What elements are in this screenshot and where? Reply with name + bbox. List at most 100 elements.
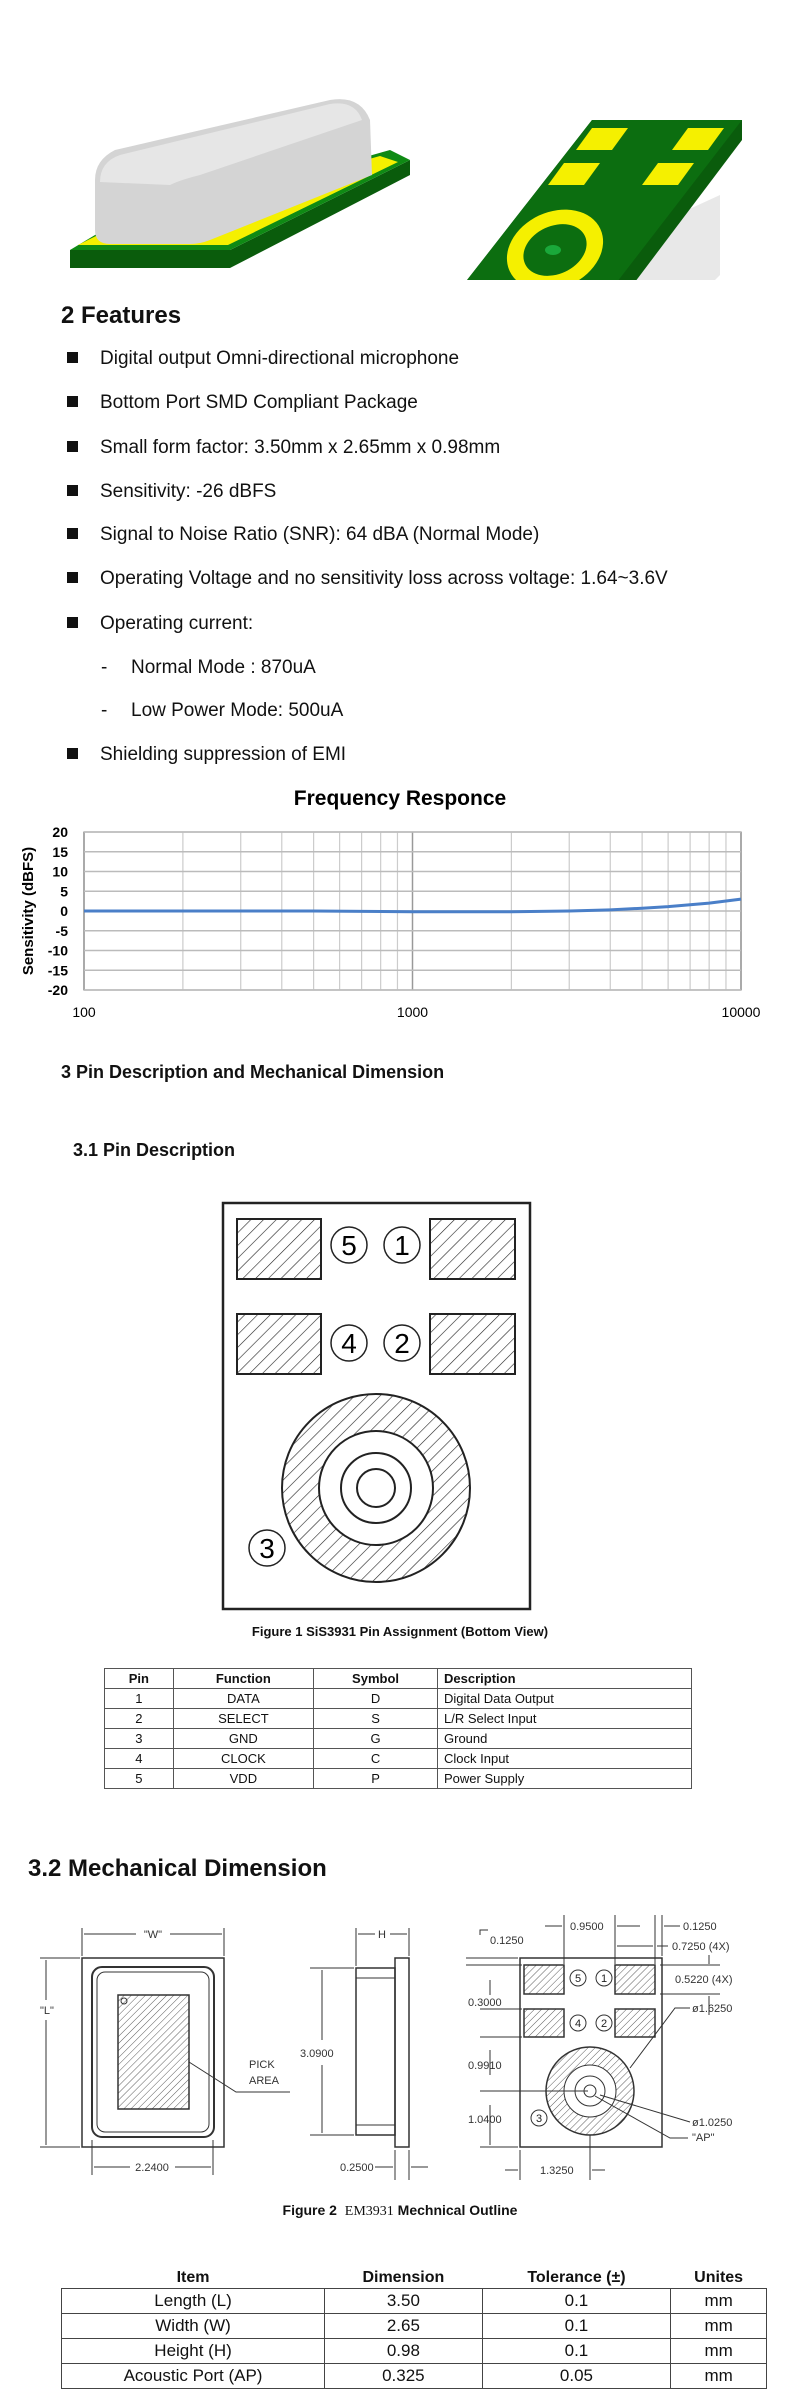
feature-sub-item: - Normal Mode : 870uA — [101, 657, 316, 678]
feature-item: Operating Voltage and no sensitivity los… — [67, 568, 668, 590]
acoustic-port — [356, 1468, 396, 1508]
section-3-1-heading: 3.1 Pin Description — [73, 1140, 236, 1160]
table-cell: 2.65 — [324, 2313, 483, 2339]
table-cell: Digital Data Output — [437, 1688, 692, 1709]
figure-2-caption: Figure 2 EM3931 Mechnical Outline — [282, 2202, 518, 2219]
svg-text:3: 3 — [536, 2113, 542, 2125]
dim-0991: 0.9910 — [468, 2060, 502, 2072]
table-cell: VDD — [172, 1768, 315, 1789]
feature-item: Digital output Omni-directional micropho… — [67, 348, 459, 370]
column-header: Tolerance (±) — [527, 2269, 626, 2286]
table-cell: Acoustic Port (AP) — [60, 2363, 326, 2389]
table-row: Width (W) 2.65 0.1 mm — [60, 2313, 767, 2339]
pad-4 — [236, 1313, 322, 1375]
bullet-square-icon — [67, 441, 78, 452]
pick-area-label-1: PICK — [249, 2059, 275, 2071]
table-row: Height (H) 0.98 0.1 mm — [60, 2338, 767, 2364]
dim-1625: ø1.6250 — [692, 2003, 732, 2015]
column-header: Item — [176, 2269, 210, 2286]
y-tick-label: -15 — [48, 962, 68, 978]
svg-text:5: 5 — [341, 1230, 357, 1261]
ap-label: "AP" — [692, 2132, 715, 2144]
table-cell: 3 — [104, 1728, 174, 1749]
svg-text:5: 5 — [575, 1973, 581, 1985]
svg-text:3: 3 — [259, 1533, 275, 1564]
table-cell: 1 — [104, 1688, 174, 1709]
table-cell: 0.1 — [481, 2288, 672, 2314]
bullet-square-icon — [67, 352, 78, 363]
y-tick-label: 10 — [52, 864, 68, 880]
dim-1325: 1.3250 — [540, 2165, 574, 2177]
table-cell: DATA — [172, 1688, 315, 1709]
table-cell: Power Supply — [437, 1768, 692, 1789]
table-cell: 3.50 — [324, 2288, 483, 2314]
bullet-square-icon — [67, 528, 78, 539]
dim-0522: 0.5220 (4X) — [675, 1974, 732, 1986]
pin-label-3: 3 — [248, 1529, 286, 1567]
y-tick-label: -20 — [48, 982, 68, 998]
column-header: Dimension — [362, 2269, 445, 2286]
table-cell: S — [313, 1708, 439, 1729]
table-cell: mm — [670, 2338, 767, 2364]
y-tick-label: 20 — [52, 824, 68, 840]
y-tick-label: 0 — [60, 903, 68, 919]
section-3-2-heading: 3.2 Mechanical Dimension — [28, 1855, 327, 1882]
table-cell: 4 — [104, 1748, 174, 1769]
column-header: Function — [172, 1668, 315, 1689]
table-row: 1 DATA D Digital Data Output — [104, 1688, 692, 1709]
table-row: Length (L) 3.50 0.1 mm — [60, 2288, 767, 2314]
dim-h: H — [378, 1929, 386, 1941]
pad-2 — [429, 1313, 516, 1375]
table-cell: Ground — [437, 1728, 692, 1749]
table-cell: 0.98 — [324, 2338, 483, 2364]
svg-text:1: 1 — [601, 1973, 607, 1985]
svg-text:2: 2 — [601, 2018, 607, 2030]
feature-item: Sensitivity: -26 dBFS — [67, 481, 276, 503]
figure-1-caption: Figure 1 SiS3931 Pin Assignment (Bottom … — [251, 1624, 549, 1639]
table-row: 2 SELECT S L/R Select Input — [104, 1708, 692, 1729]
microphone-bottom-view — [467, 120, 742, 280]
pin-label-5: 5 — [330, 1226, 368, 1264]
table-cell: Width (W) — [60, 2313, 326, 2339]
table-cell: 0.1 — [481, 2338, 672, 2364]
dim-l: "L" — [40, 2005, 54, 2017]
dimension-table: Item Dimension Tolerance (±) Unites Length … — [60, 2268, 767, 2389]
dim-0125-right: 0.1250 — [683, 1921, 717, 1933]
bullet-square-icon — [67, 396, 78, 407]
dim-0250: 0.2500 — [340, 2162, 374, 2174]
column-header: Symbol — [313, 1668, 439, 1689]
feature-sub-item: - Low Power Mode: 500uA — [101, 700, 344, 721]
dim-1040: 1.0400 — [468, 2114, 502, 2126]
dim-0125-left: 0.1250 — [490, 1935, 524, 1947]
chart-title: Frequency Responce — [294, 787, 506, 810]
table-cell: Height (H) — [60, 2338, 326, 2364]
bullet-square-icon — [67, 617, 78, 628]
pad-1 — [429, 1218, 516, 1280]
feature-item: Signal to Noise Ratio (SNR): 64 dBA (Nor… — [67, 524, 539, 546]
column-header: Description — [437, 1668, 692, 1689]
table-row: 4 CLOCK C Clock Input — [104, 1748, 692, 1769]
table-cell: mm — [670, 2313, 767, 2339]
svg-text:4: 4 — [575, 2018, 581, 2030]
pin-description-table: Pin Function Symbol Description 1 DATA D Digit… — [104, 1668, 692, 1789]
microphone-top-view — [70, 99, 410, 268]
features-heading: 2 Features — [61, 302, 182, 329]
microphone-product-images — [70, 99, 742, 280]
y-tick-label: 15 — [52, 844, 68, 860]
table-cell: Clock Input — [437, 1748, 692, 1769]
table-cell: Length (L) — [60, 2288, 326, 2314]
table-cell: SELECT — [172, 1708, 315, 1729]
pin-label-2: 2 — [383, 1324, 421, 1362]
feature-item: Bottom Port SMD Compliant Package — [67, 392, 418, 414]
table-cell: 0.1 — [481, 2313, 672, 2339]
y-axis-label: Sensitivity (dBFS) — [20, 847, 37, 975]
dim-w: "W" — [144, 1929, 162, 1941]
table-row: Acoustic Port (AP) 0.325 0.05 mm — [60, 2363, 767, 2389]
table-cell: mm — [670, 2288, 767, 2314]
pin-label-4: 4 — [330, 1324, 368, 1362]
dim-3090: 3.0900 — [300, 2048, 334, 2060]
pin-assignment-diagram: 5 1 4 2 3 — [221, 1201, 532, 1611]
bullet-square-icon — [67, 748, 78, 759]
dim-1025: ø1.0250 — [692, 2117, 732, 2129]
